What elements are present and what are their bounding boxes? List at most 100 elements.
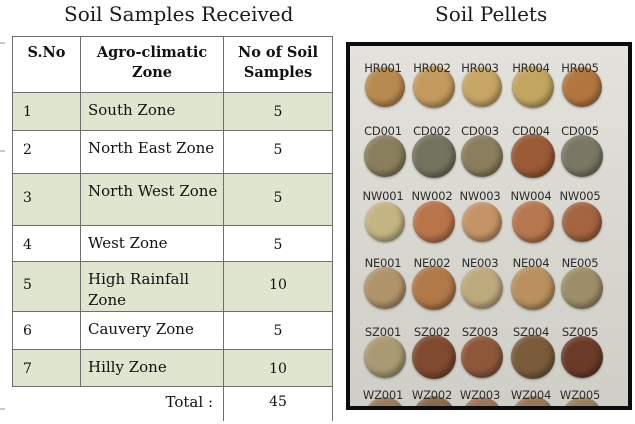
edge-mark [0, 42, 5, 44]
soil-pellet [413, 396, 455, 406]
soil-pellet [512, 396, 554, 406]
row-zone: Cauvery Zone [80, 311, 224, 350]
header-sno: S.No [12, 36, 81, 93]
soil-pellet [365, 202, 405, 242]
soil-pellet [462, 67, 502, 107]
header-count: No of Soil Samples [223, 36, 333, 93]
row-count: 5 [223, 311, 333, 350]
header-zone: Agro-climatic Zone [80, 36, 224, 93]
pellet-label: WZ002 [411, 388, 453, 402]
row-sno: 6 [12, 311, 81, 350]
pellet-label: NW001 [362, 189, 404, 203]
soil-pellet [364, 135, 406, 177]
soil-pellet [461, 135, 503, 177]
table-row: 5 High Rainfall Zone 10 [12, 261, 333, 312]
pellet-tray: HR001 HR002 HR003 HR004 HR005 CD001 CD002 CD003… [350, 46, 628, 406]
total-label: Total : [80, 386, 224, 421]
pellet-label: WZ001 [362, 388, 404, 402]
photo-title: Soil Pellets [435, 2, 548, 26]
soil-pellet [562, 397, 602, 406]
soil-pellet [462, 202, 502, 242]
soil-samples-table: S.No Agro-climatic Zone No of Soil Sampl… [12, 36, 333, 421]
row-sno: 4 [12, 225, 81, 262]
pellet-label: WZ005 [559, 388, 601, 402]
row-count: 5 [223, 225, 333, 262]
pellet-label: HR004 [512, 61, 550, 75]
soil-pellet [561, 267, 603, 309]
row-count: 5 [223, 173, 333, 226]
soil-pellet [561, 336, 603, 378]
edge-mark [0, 408, 5, 410]
row-zone: Hilly Zone [80, 349, 224, 387]
pellet-label: NE004 [512, 256, 550, 270]
pellet-label: SZ001 [364, 325, 402, 339]
soil-pellet [412, 266, 456, 310]
soil-pellet [412, 134, 456, 178]
pellet-label: SZ003 [461, 325, 499, 339]
pellet-label: CD001 [364, 124, 402, 138]
pellet-label: NW005 [559, 189, 601, 203]
row-sno: 2 [12, 130, 81, 174]
table-row: 4 West Zone 5 [12, 225, 333, 262]
pellet-label: CD004 [512, 124, 550, 138]
soil-pellet [562, 67, 602, 107]
table-header-row: S.No Agro-climatic Zone No of Soil Sampl… [12, 36, 333, 93]
row-count: 5 [223, 130, 333, 174]
pellet-label: NW002 [411, 189, 453, 203]
table-row: 6 Cauvery Zone 5 [12, 311, 333, 350]
total-blank-cell [12, 386, 81, 421]
row-zone: West Zone [80, 225, 224, 262]
row-zone: North East Zone [80, 130, 224, 174]
pellet-label: NE005 [561, 256, 599, 270]
pellet-label: NE001 [364, 256, 402, 270]
pellet-label: HR001 [364, 61, 402, 75]
pellet-label: SZ005 [561, 325, 599, 339]
row-zone: South Zone [80, 92, 224, 131]
pellet-label: HR005 [561, 61, 599, 75]
table-row: 7 Hilly Zone 10 [12, 349, 333, 387]
soil-pellet [561, 135, 603, 177]
soil-pellet [511, 266, 555, 310]
table-row: 3 North West Zone 5 [12, 173, 333, 226]
soil-pellet [364, 267, 406, 309]
soil-pellet [412, 335, 456, 379]
pellet-label: CD003 [461, 124, 499, 138]
pellet-label: WZ004 [510, 388, 552, 402]
row-sno: 3 [12, 173, 81, 226]
soil-pellet [365, 67, 405, 107]
row-sno: 5 [12, 261, 81, 312]
soil-pellet [512, 201, 554, 243]
soil-pellet [562, 202, 602, 242]
row-sno: 1 [12, 92, 81, 131]
pellet-label: CD002 [413, 124, 451, 138]
row-sno: 7 [12, 349, 81, 387]
pellet-label: NE003 [461, 256, 499, 270]
table-row: 1 South Zone 5 [12, 92, 333, 131]
pellet-label: WZ003 [459, 388, 501, 402]
soil-pellet [413, 201, 455, 243]
table-title: Soil Samples Received [64, 2, 294, 26]
table-total-row: Total : 45 [12, 386, 333, 421]
soil-pellet [461, 336, 503, 378]
pellet-label: NE002 [413, 256, 451, 270]
pellet-label: SZ004 [512, 325, 550, 339]
soil-pellet [365, 397, 405, 406]
row-count: 10 [223, 261, 333, 312]
row-zone: North West Zone [80, 173, 224, 226]
row-zone: High Rainfall Zone [80, 261, 224, 312]
pellet-label: NW003 [459, 189, 501, 203]
soil-pellet [511, 335, 555, 379]
soil-pellet [413, 66, 455, 108]
soil-pellet [511, 134, 555, 178]
total-value: 45 [223, 386, 333, 421]
soil-pellet [462, 397, 502, 406]
pellet-label: HR002 [413, 61, 451, 75]
soil-pellets-photo: HR001 HR002 HR003 HR004 HR005 CD001 CD002 CD003… [346, 42, 632, 410]
row-count: 5 [223, 92, 333, 131]
table-row: 2 North East Zone 5 [12, 130, 333, 174]
pellet-label: NW004 [510, 189, 552, 203]
pellet-label: HR003 [461, 61, 499, 75]
soil-pellet [461, 267, 503, 309]
pellet-label: SZ002 [413, 325, 451, 339]
edge-mark [0, 150, 5, 152]
